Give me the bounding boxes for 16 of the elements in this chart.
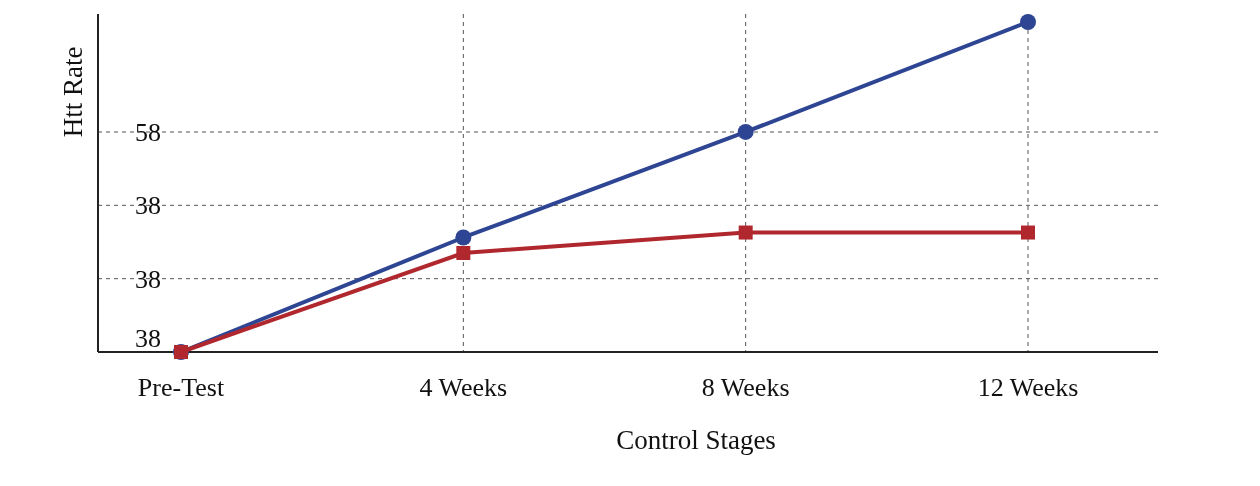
point <box>1021 225 1035 240</box>
x-tick-label: 4 Weeks <box>419 373 508 402</box>
x-tick-label: 8 Weeks <box>701 373 790 402</box>
annotation: 38 <box>135 324 161 354</box>
point <box>1020 14 1036 30</box>
x-axis-title: Control Stages <box>616 425 776 455</box>
annotation: 38 <box>135 191 161 221</box>
x-tick-label: 12 Weeks <box>977 373 1079 402</box>
point <box>456 246 471 260</box>
point <box>738 225 753 240</box>
point <box>737 123 754 140</box>
annotation: 38 <box>135 264 161 294</box>
point <box>455 229 472 246</box>
x-tick-label: Pre-Test <box>137 373 225 402</box>
annotation: 58 <box>135 118 161 148</box>
y-axis-title: Htt Rate <box>58 46 88 138</box>
